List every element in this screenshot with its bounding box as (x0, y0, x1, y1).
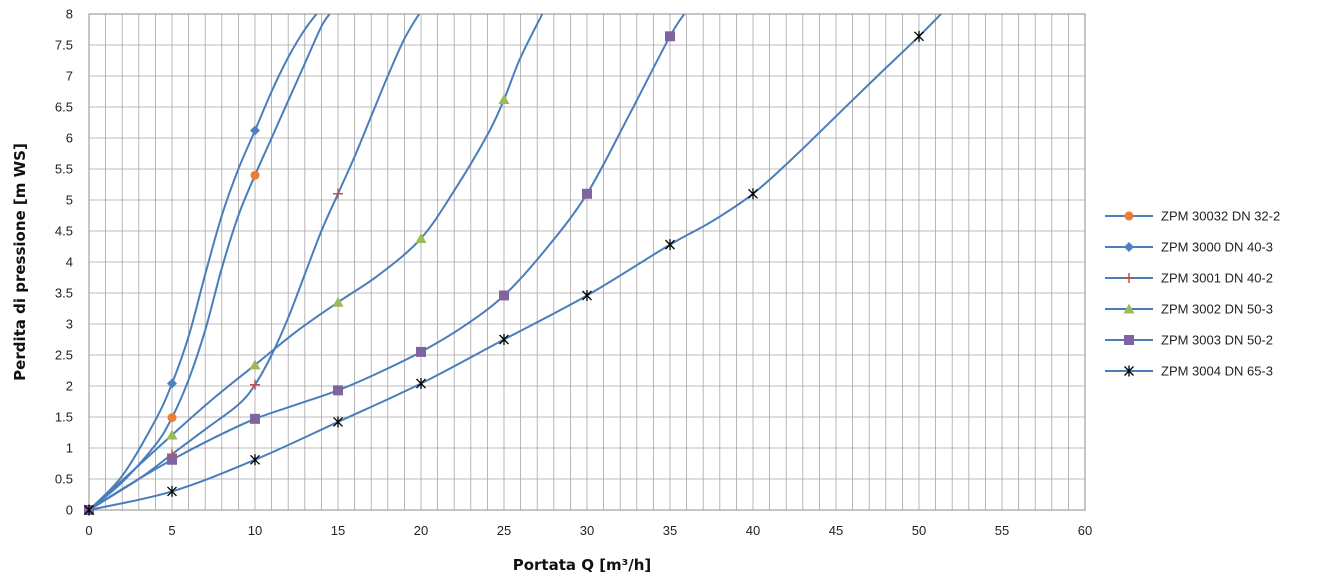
legend-label: ZPM 3003 DN 50-2 (1161, 333, 1273, 348)
y-axis-ticks: 0 0.5 1 1.5 2 2.5 3 3.5 4 4.5 5 5.5 6 6.5 7 7.5 8 (55, 7, 73, 518)
data-point (499, 334, 509, 345)
legend-label: ZPM 3000 DN 40-3 (1161, 240, 1273, 255)
data-point (250, 413, 260, 424)
data-point (748, 188, 758, 200)
data-point (250, 125, 260, 136)
data-point (665, 239, 675, 251)
legend-marker (1124, 242, 1134, 252)
y-tick-label: 5 (66, 193, 73, 208)
series-line-4 (89, 14, 544, 510)
data-point (250, 379, 260, 390)
legend-marker (1124, 273, 1134, 283)
x-tick-label: 10 (248, 523, 262, 538)
legend-label: ZPM 3004 DN 65-3 (1161, 364, 1273, 379)
series-line-1 (89, 14, 331, 510)
data-point (250, 170, 260, 180)
data-point (415, 232, 427, 243)
data-point (416, 346, 426, 357)
y-tick-label: 6.5 (55, 100, 73, 115)
y-tick-label: 4.5 (55, 224, 73, 239)
x-tick-label: 55 (995, 523, 1009, 538)
x-tick-label: 40 (746, 523, 760, 538)
grid (88, 13, 1086, 511)
legend-label: ZPM 30032 DN 32-2 (1161, 209, 1280, 224)
y-tick-label: 2.5 (55, 348, 73, 363)
data-point (166, 429, 178, 440)
data-point (914, 30, 924, 42)
legend-entry: ZPM 3002 DN 50-3 (1105, 302, 1273, 317)
x-tick-label: 30 (580, 523, 594, 538)
data-point (167, 413, 177, 423)
legend-label: ZPM 3002 DN 50-3 (1161, 302, 1273, 317)
legend: ZPM 30032 DN 32-2 ZPM 3000 DN 40-3 ZPM 300… (1105, 209, 1280, 379)
data-point (249, 359, 261, 370)
y-tick-label: 0.5 (55, 472, 73, 487)
legend-marker (1124, 365, 1134, 377)
series-line-2 (89, 14, 318, 510)
series-line-3 (89, 14, 421, 510)
data-point (333, 385, 343, 396)
x-axis-title: Portata Q [m³/h] (513, 556, 652, 574)
legend-label: ZPM 3001 DN 40-2 (1161, 271, 1273, 286)
x-axis-ticks: 0 5 10 15 20 25 30 35 40 45 50 55 60 (85, 523, 1092, 538)
x-tick-label: 60 (1078, 523, 1092, 538)
x-tick-label: 45 (829, 523, 843, 538)
x-tick-label: 20 (414, 523, 428, 538)
legend-entry: ZPM 30032 DN 32-2 (1105, 209, 1280, 224)
y-tick-label: 5.5 (55, 162, 73, 177)
y-tick-label: 6 (66, 131, 73, 146)
data-point (498, 94, 510, 105)
series-curves (89, 14, 943, 510)
legend-entry: ZPM 3000 DN 40-3 (1105, 240, 1273, 255)
data-point (167, 378, 177, 389)
x-tick-label: 0 (85, 523, 92, 538)
x-tick-label: 15 (331, 523, 345, 538)
legend-entry: ZPM 3003 DN 50-2 (1105, 333, 1273, 348)
legend-marker (1124, 335, 1134, 345)
data-point (167, 454, 177, 465)
data-point (84, 504, 94, 516)
plot-area-border (88, 13, 1086, 511)
data-point (582, 289, 592, 301)
data-point (499, 290, 509, 301)
data-point (167, 485, 177, 497)
data-point (582, 188, 592, 199)
y-tick-label: 0 (66, 503, 73, 518)
legend-marker (1124, 211, 1134, 221)
data-point (250, 454, 260, 466)
y-tick-label: 7 (66, 69, 73, 84)
x-tick-label: 35 (663, 523, 677, 538)
series-line-5 (89, 14, 686, 510)
y-tick-label: 3 (66, 317, 73, 332)
y-axis-title: Perdita di pressione [m WS] (11, 143, 29, 381)
data-point (333, 416, 343, 428)
data-point (665, 31, 675, 42)
y-tick-label: 4 (66, 255, 73, 270)
y-tick-label: 3.5 (55, 286, 73, 301)
legend-entry: ZPM 3004 DN 65-3 (1105, 364, 1273, 379)
y-tick-label: 1.5 (55, 410, 73, 425)
x-tick-label: 25 (497, 523, 511, 538)
y-tick-label: 1 (66, 441, 73, 456)
legend-entry: ZPM 3001 DN 40-2 (1105, 271, 1273, 286)
y-tick-label: 7.5 (55, 38, 73, 53)
series-markers (83, 30, 924, 516)
y-tick-label: 8 (66, 7, 73, 22)
x-tick-label: 5 (168, 523, 175, 538)
data-point (332, 296, 344, 307)
series-line-6 (89, 14, 943, 510)
y-tick-label: 2 (66, 379, 73, 394)
data-point (333, 188, 343, 199)
data-point (416, 378, 426, 390)
legend-marker (1123, 303, 1135, 314)
x-tick-label: 50 (912, 523, 926, 538)
